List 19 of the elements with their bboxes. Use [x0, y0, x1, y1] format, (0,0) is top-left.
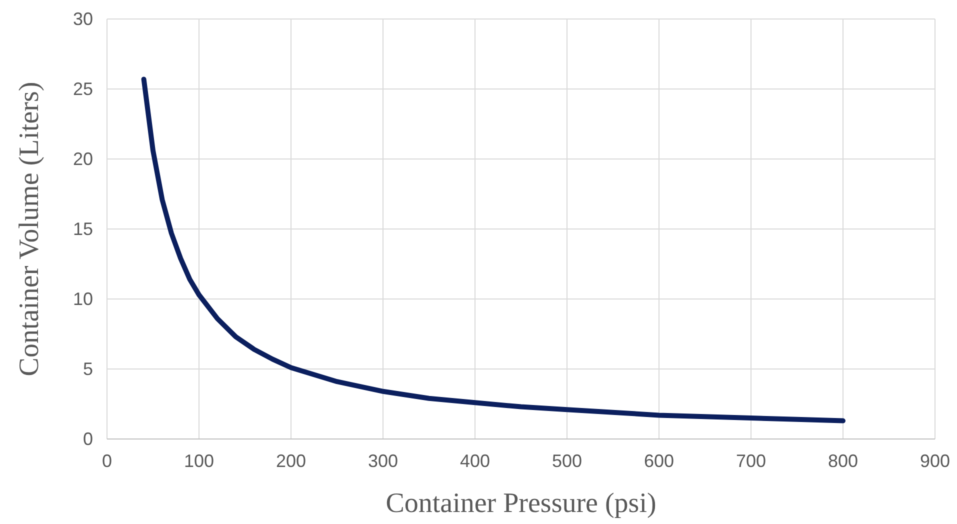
- x-tick-label: 700: [736, 451, 766, 471]
- y-tick-label: 10: [72, 289, 93, 309]
- y-tick-label: 30: [72, 9, 93, 29]
- x-tick-label: 400: [460, 451, 490, 471]
- y-tick-label: 20: [72, 149, 93, 169]
- y-axis-title: Container Volume (Liters): [14, 82, 45, 376]
- y-tick-label: 5: [82, 359, 93, 379]
- x-tick-label: 100: [184, 451, 214, 471]
- y-tick-label: 0: [82, 429, 93, 449]
- y-tick-label: 15: [72, 219, 93, 239]
- x-tick-label: 600: [644, 451, 674, 471]
- x-tick-label: 200: [276, 451, 306, 471]
- x-axis-title: Container Pressure (psi): [386, 488, 656, 519]
- y-tick-label: 25: [72, 79, 93, 99]
- x-tick-label: 900: [920, 451, 950, 471]
- x-tick-label: 0: [102, 451, 112, 471]
- x-tick-label: 800: [828, 451, 858, 471]
- x-tick-label: 300: [368, 451, 398, 471]
- x-tick-label: 500: [552, 451, 582, 471]
